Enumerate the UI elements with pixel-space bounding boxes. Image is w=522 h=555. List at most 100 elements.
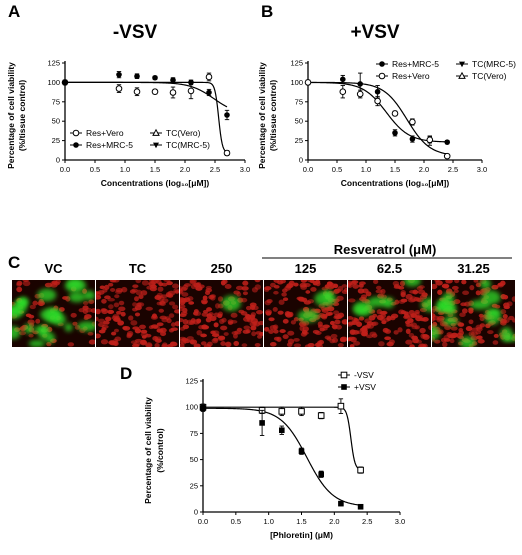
red-nucleus bbox=[101, 308, 109, 315]
green-signal bbox=[37, 288, 57, 302]
red-nucleus bbox=[128, 315, 134, 321]
red-nucleus bbox=[462, 290, 470, 295]
data-point bbox=[426, 136, 434, 144]
data-point bbox=[116, 71, 122, 78]
red-nucleus bbox=[160, 331, 167, 337]
red-nucleus bbox=[139, 324, 146, 330]
red-nucleus bbox=[173, 288, 179, 293]
red-nucleus bbox=[257, 334, 263, 339]
red-nucleus bbox=[163, 280, 171, 283]
red-nucleus bbox=[506, 301, 513, 307]
y-tick-label: 50 bbox=[190, 455, 198, 464]
y-axis-label: (%/tissue control) bbox=[17, 80, 27, 151]
data-point bbox=[357, 466, 364, 474]
red-nucleus bbox=[371, 333, 378, 338]
red-nucleus bbox=[211, 333, 220, 338]
y-tick-label: 125 bbox=[185, 377, 198, 386]
panel-c-letter: C bbox=[8, 253, 20, 272]
red-nucleus bbox=[324, 284, 330, 289]
red-nucleus bbox=[442, 341, 448, 347]
y-tick-label: 100 bbox=[185, 403, 198, 412]
red-nucleus bbox=[105, 316, 112, 322]
red-nucleus bbox=[109, 280, 117, 283]
red-nucleus bbox=[151, 313, 158, 319]
x-tick-label: 0.0 bbox=[60, 165, 70, 174]
legend-marker bbox=[152, 128, 160, 136]
y-tick-label: 75 bbox=[295, 97, 303, 106]
red-nucleus bbox=[468, 319, 474, 325]
red-nucleus bbox=[337, 343, 344, 347]
data-point bbox=[298, 408, 305, 415]
x-tick-label: 0.5 bbox=[332, 165, 342, 174]
legend: -VSV +VSV bbox=[338, 370, 376, 392]
panel-b-title: +VSV bbox=[350, 22, 399, 43]
micrograph-label: 125 bbox=[295, 261, 317, 276]
red-nucleus bbox=[407, 318, 414, 324]
red-nucleus bbox=[397, 327, 403, 333]
red-nucleus bbox=[172, 304, 179, 310]
red-nucleus bbox=[146, 285, 152, 290]
y-tick-label: 0 bbox=[299, 156, 303, 165]
red-nucleus bbox=[337, 286, 344, 292]
legend-entry: +VSV bbox=[354, 382, 376, 392]
red-nucleus bbox=[218, 335, 226, 340]
red-nucleus bbox=[264, 288, 270, 293]
red-nucleus bbox=[97, 290, 105, 295]
red-nucleus bbox=[53, 281, 60, 286]
red-nucleus bbox=[500, 309, 507, 315]
legend-marker bbox=[73, 142, 79, 148]
red-nucleus bbox=[359, 281, 366, 286]
red-nucleus bbox=[58, 307, 65, 312]
green-signal bbox=[445, 304, 457, 316]
red-nucleus bbox=[154, 343, 160, 347]
red-nucleus bbox=[157, 286, 164, 292]
data-point bbox=[409, 118, 416, 126]
data-point bbox=[188, 79, 194, 86]
red-nucleus bbox=[428, 324, 431, 331]
legend-entry: TC(MRC-5) bbox=[166, 140, 210, 150]
panel-a-title: -VSV bbox=[113, 22, 158, 43]
x-axis-label: Concentrations (log₁₀[μM]) bbox=[101, 178, 210, 188]
red-nucleus bbox=[256, 309, 263, 315]
red-nucleus bbox=[243, 325, 251, 330]
red-nucleus bbox=[220, 341, 226, 346]
red-nucleus bbox=[282, 318, 289, 324]
legend-marker bbox=[379, 61, 385, 67]
red-nucleus bbox=[180, 306, 184, 312]
red-nucleus bbox=[327, 306, 335, 312]
micrograph-cells bbox=[348, 280, 431, 347]
data-point bbox=[224, 112, 230, 118]
red-nucleus bbox=[497, 282, 504, 288]
green-signal bbox=[500, 327, 513, 342]
green-signal bbox=[442, 316, 459, 326]
micrograph-strip: VC TC 250 125 62.5 31.25 bbox=[12, 261, 515, 347]
red-nucleus bbox=[449, 338, 455, 344]
red-nucleus bbox=[307, 342, 315, 347]
green-signal bbox=[459, 336, 476, 347]
red-nucleus bbox=[172, 283, 179, 289]
red-nucleus bbox=[353, 341, 361, 346]
red-nucleus bbox=[120, 311, 126, 317]
red-nucleus bbox=[340, 336, 347, 342]
red-nucleus bbox=[470, 331, 478, 336]
data-point bbox=[340, 76, 346, 83]
x-tick-label: 3.0 bbox=[395, 517, 405, 526]
red-nucleus bbox=[250, 325, 257, 331]
red-nucleus bbox=[381, 320, 387, 325]
red-nucleus bbox=[150, 280, 157, 285]
red-nucleus bbox=[279, 329, 286, 334]
red-nucleus bbox=[241, 286, 249, 291]
red-nucleus bbox=[200, 333, 207, 338]
red-nucleus bbox=[358, 316, 365, 321]
red-nucleus bbox=[419, 317, 426, 322]
data-point bbox=[151, 88, 159, 96]
green-signal bbox=[68, 291, 86, 303]
red-nucleus bbox=[459, 312, 466, 318]
red-nucleus bbox=[62, 296, 68, 300]
red-nucleus bbox=[160, 294, 168, 299]
legend-entry: Res+MRC-5 bbox=[392, 59, 439, 69]
red-nucleus bbox=[195, 282, 202, 287]
green-signal bbox=[28, 339, 45, 347]
legend-marker bbox=[459, 61, 465, 68]
red-nucleus bbox=[152, 325, 160, 330]
